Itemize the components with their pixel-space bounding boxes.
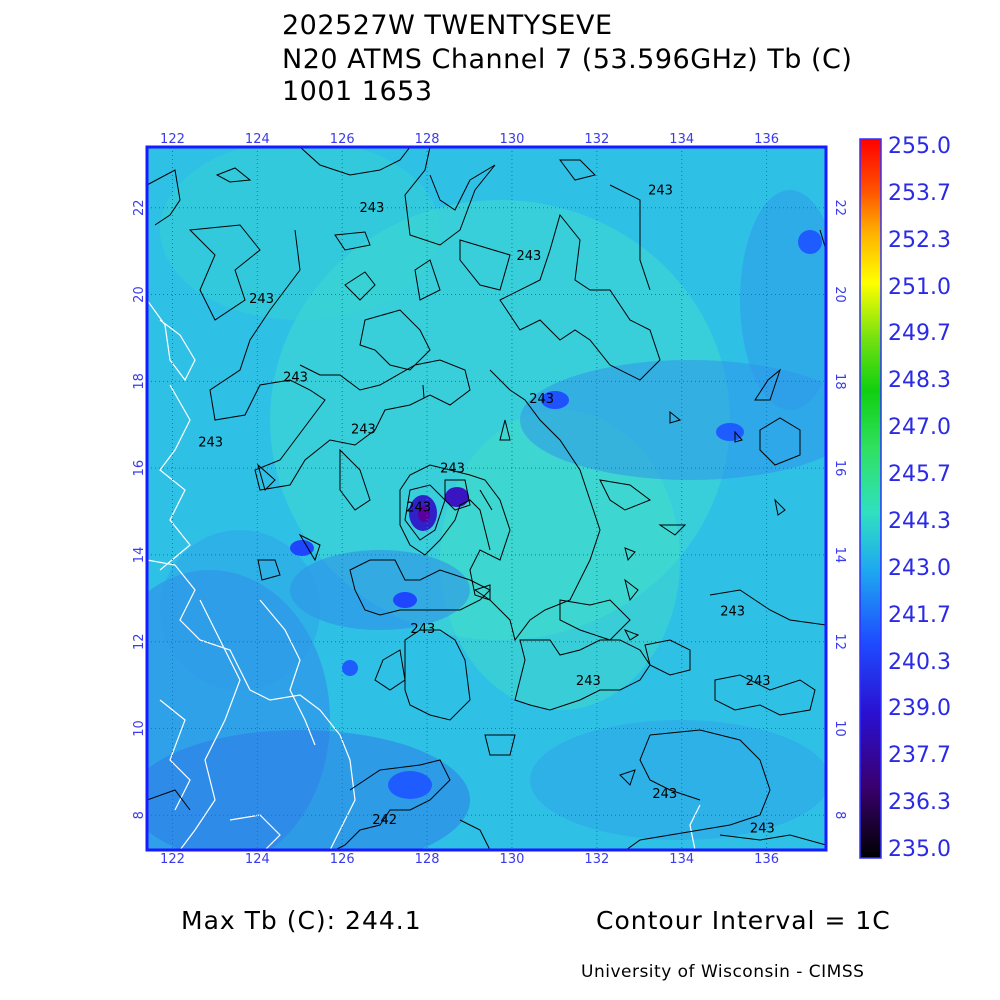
title-storm-id: 202527W TWENTYSEVE xyxy=(282,10,613,41)
colorbar-label: 240.3 xyxy=(888,649,951,675)
lon-tick-bottom-134: 134 xyxy=(669,852,694,867)
lon-tick-bottom-126: 126 xyxy=(330,852,355,867)
contour-label: 243 xyxy=(720,605,745,620)
colorbar-label: 236.3 xyxy=(888,790,951,816)
lat-tick-left-22: 22 xyxy=(132,199,147,216)
lat-tick-right-14: 14 xyxy=(832,547,847,564)
contour-label: 243 xyxy=(652,787,677,802)
lat-tick-right-18: 18 xyxy=(832,373,847,390)
colorbar-label: 248.3 xyxy=(888,368,951,394)
lon-tick-bottom-132: 132 xyxy=(584,852,609,867)
contour-label: 243 xyxy=(360,201,385,216)
lon-tick-bottom-124: 124 xyxy=(245,852,270,867)
colorbar-label: 244.3 xyxy=(888,508,951,534)
contour-label: 243 xyxy=(406,501,431,516)
lat-tick-right-10: 10 xyxy=(832,720,847,737)
lon-tick-bottom-136: 136 xyxy=(754,852,779,867)
colorbar-label: 241.7 xyxy=(888,602,951,628)
plot-frame xyxy=(145,145,828,852)
credit-line: University of Wisconsin - CIMSS xyxy=(581,962,865,982)
lon-tick-top-126: 126 xyxy=(330,132,355,147)
lon-tick-top-136: 136 xyxy=(754,132,779,147)
lat-tick-right-12: 12 xyxy=(832,633,847,650)
lat-tick-right-20: 20 xyxy=(832,286,847,303)
contour-label: 243 xyxy=(529,392,554,407)
lon-tick-top-128: 128 xyxy=(415,132,440,147)
contour-label: 243 xyxy=(283,370,308,385)
lat-tick-right-8: 8 xyxy=(832,811,847,819)
colorbar-label: 237.7 xyxy=(888,743,951,769)
lon-tick-top-124: 124 xyxy=(245,132,270,147)
lat-tick-left-16: 16 xyxy=(132,460,147,477)
lat-tick-left-8: 8 xyxy=(132,811,147,819)
contour-interval-readout: Contour Interval = 1C xyxy=(596,906,891,935)
colorbar-label: 235.0 xyxy=(888,837,951,862)
colorbar-label: 255.0 xyxy=(888,134,951,159)
title-datetime: 1001 1653 xyxy=(282,76,433,107)
contour-label: 242 xyxy=(372,813,397,828)
lat-tick-left-10: 10 xyxy=(132,720,147,737)
tb-field xyxy=(147,147,826,850)
lon-tick-bottom-130: 130 xyxy=(500,852,525,867)
lat-tick-left-20: 20 xyxy=(132,286,147,303)
lat-tick-right-22: 22 xyxy=(832,199,847,216)
lon-tick-top-134: 134 xyxy=(669,132,694,147)
colorbar-label: 239.0 xyxy=(888,696,951,722)
colorbar-label: 243.0 xyxy=(888,555,951,581)
lon-tick-bottom-122: 122 xyxy=(160,852,185,867)
title-product: N20 ATMS Channel 7 (53.596GHz) Tb (C) xyxy=(282,44,853,75)
colorbar-label: 251.0 xyxy=(888,274,951,300)
contour-label: 243 xyxy=(746,674,771,689)
contour-label: 243 xyxy=(576,674,601,689)
contour-label: 243 xyxy=(750,822,775,837)
lat-tick-left-14: 14 xyxy=(132,547,147,564)
contour-label: 243 xyxy=(648,184,673,199)
colorbar-label: 247.0 xyxy=(888,415,951,441)
contour-label: 243 xyxy=(198,435,223,450)
colorbar-label: 245.7 xyxy=(888,462,951,488)
colorbar-label: 249.7 xyxy=(888,321,951,347)
lon-tick-top-132: 132 xyxy=(584,132,609,147)
colorbar-label: 252.3 xyxy=(888,227,951,253)
colorbar xyxy=(859,138,882,859)
colorbar-label: 253.7 xyxy=(888,180,951,206)
contour-label: 243 xyxy=(351,422,376,437)
contour-label: 243 xyxy=(410,622,435,637)
axis-tick-labels: 1221221241241261261281281301301321321341… xyxy=(132,132,847,867)
lat-tick-left-18: 18 xyxy=(132,373,147,390)
contour-labels: 243 243 243 243 243 243 243 243 243 243 243 243 243 2… xyxy=(198,184,775,837)
lon-tick-bottom-128: 128 xyxy=(415,852,440,867)
lon-tick-top-130: 130 xyxy=(500,132,525,147)
contour-label: 243 xyxy=(517,249,542,264)
max-tb-readout: Max Tb (C): 244.1 xyxy=(181,906,422,935)
contour-lines xyxy=(147,147,826,850)
contour-label: 243 xyxy=(249,292,274,307)
contour-label: 243 xyxy=(440,461,465,476)
lat-tick-right-16: 16 xyxy=(832,460,847,477)
lat-tick-left-12: 12 xyxy=(132,633,147,650)
lon-tick-top-122: 122 xyxy=(160,132,185,147)
